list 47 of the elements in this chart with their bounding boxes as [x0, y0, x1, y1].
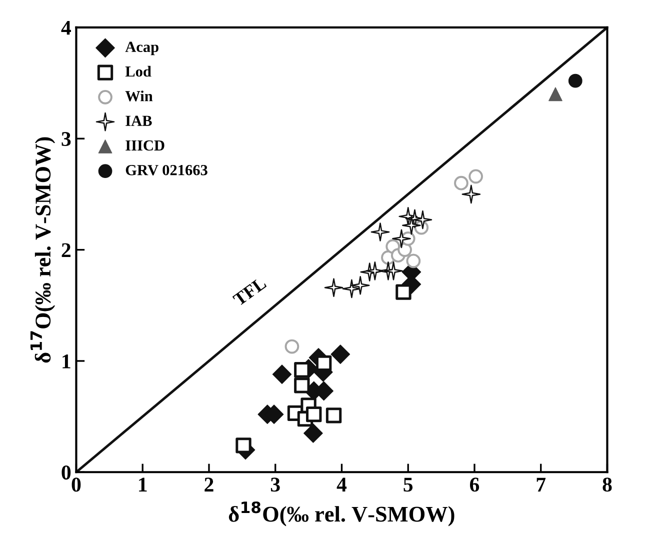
- y-tick-label: 0: [62, 466, 71, 480]
- y-tick-label: 2: [62, 243, 70, 258]
- point: [468, 169, 483, 184]
- text: TFL: [232, 276, 267, 306]
- legend-label: IAB: [126, 116, 152, 126]
- x-tick-label: 2: [204, 478, 214, 492]
- point: [392, 229, 411, 248]
- point: [306, 406, 322, 422]
- point: [284, 339, 300, 354]
- point: [294, 378, 310, 394]
- y-tick-label: 1: [62, 354, 70, 368]
- legend-label: Acap: [125, 42, 158, 56]
- point: [236, 438, 252, 454]
- legend-label: Win: [125, 90, 153, 102]
- point: [350, 276, 370, 295]
- point: [304, 424, 323, 443]
- y-tick-label: 3: [62, 132, 71, 146]
- point: [568, 74, 582, 88]
- legend-label: GRV 021663: [126, 164, 208, 176]
- point: [406, 254, 421, 268]
- point: [548, 87, 562, 102]
- point: [324, 278, 344, 297]
- legend-label: Lod: [125, 66, 152, 77]
- x-tick-label: 0: [72, 478, 81, 492]
- y-tick-label: 4: [61, 20, 71, 35]
- legend-label: IIICD: [126, 140, 164, 151]
- x-tick-label: 4: [336, 478, 347, 492]
- x-axis-title: δ$^{18}$O(‰ rel. V-SMOW): [228, 501, 454, 526]
- x-tick-label: 7: [536, 478, 546, 492]
- point: [384, 262, 403, 280]
- point: [402, 216, 421, 235]
- point: [316, 355, 332, 372]
- point: [272, 364, 292, 384]
- point: [370, 222, 390, 242]
- point: [413, 210, 432, 230]
- x-tick-label: 1: [139, 478, 147, 492]
- point: [330, 344, 350, 364]
- y-axis-title: δ$^{17}$O(‰ rel. V-SMOW): [30, 137, 56, 363]
- x-tick-label: 6: [470, 478, 480, 492]
- x-tick-label: 5: [404, 478, 413, 492]
- point: [294, 362, 310, 378]
- x-tick-label: 3: [270, 478, 280, 492]
- point: [462, 184, 481, 204]
- point: [454, 176, 468, 190]
- point: [396, 284, 412, 300]
- point: [326, 408, 342, 424]
- x-tick-label: 8: [602, 478, 612, 492]
